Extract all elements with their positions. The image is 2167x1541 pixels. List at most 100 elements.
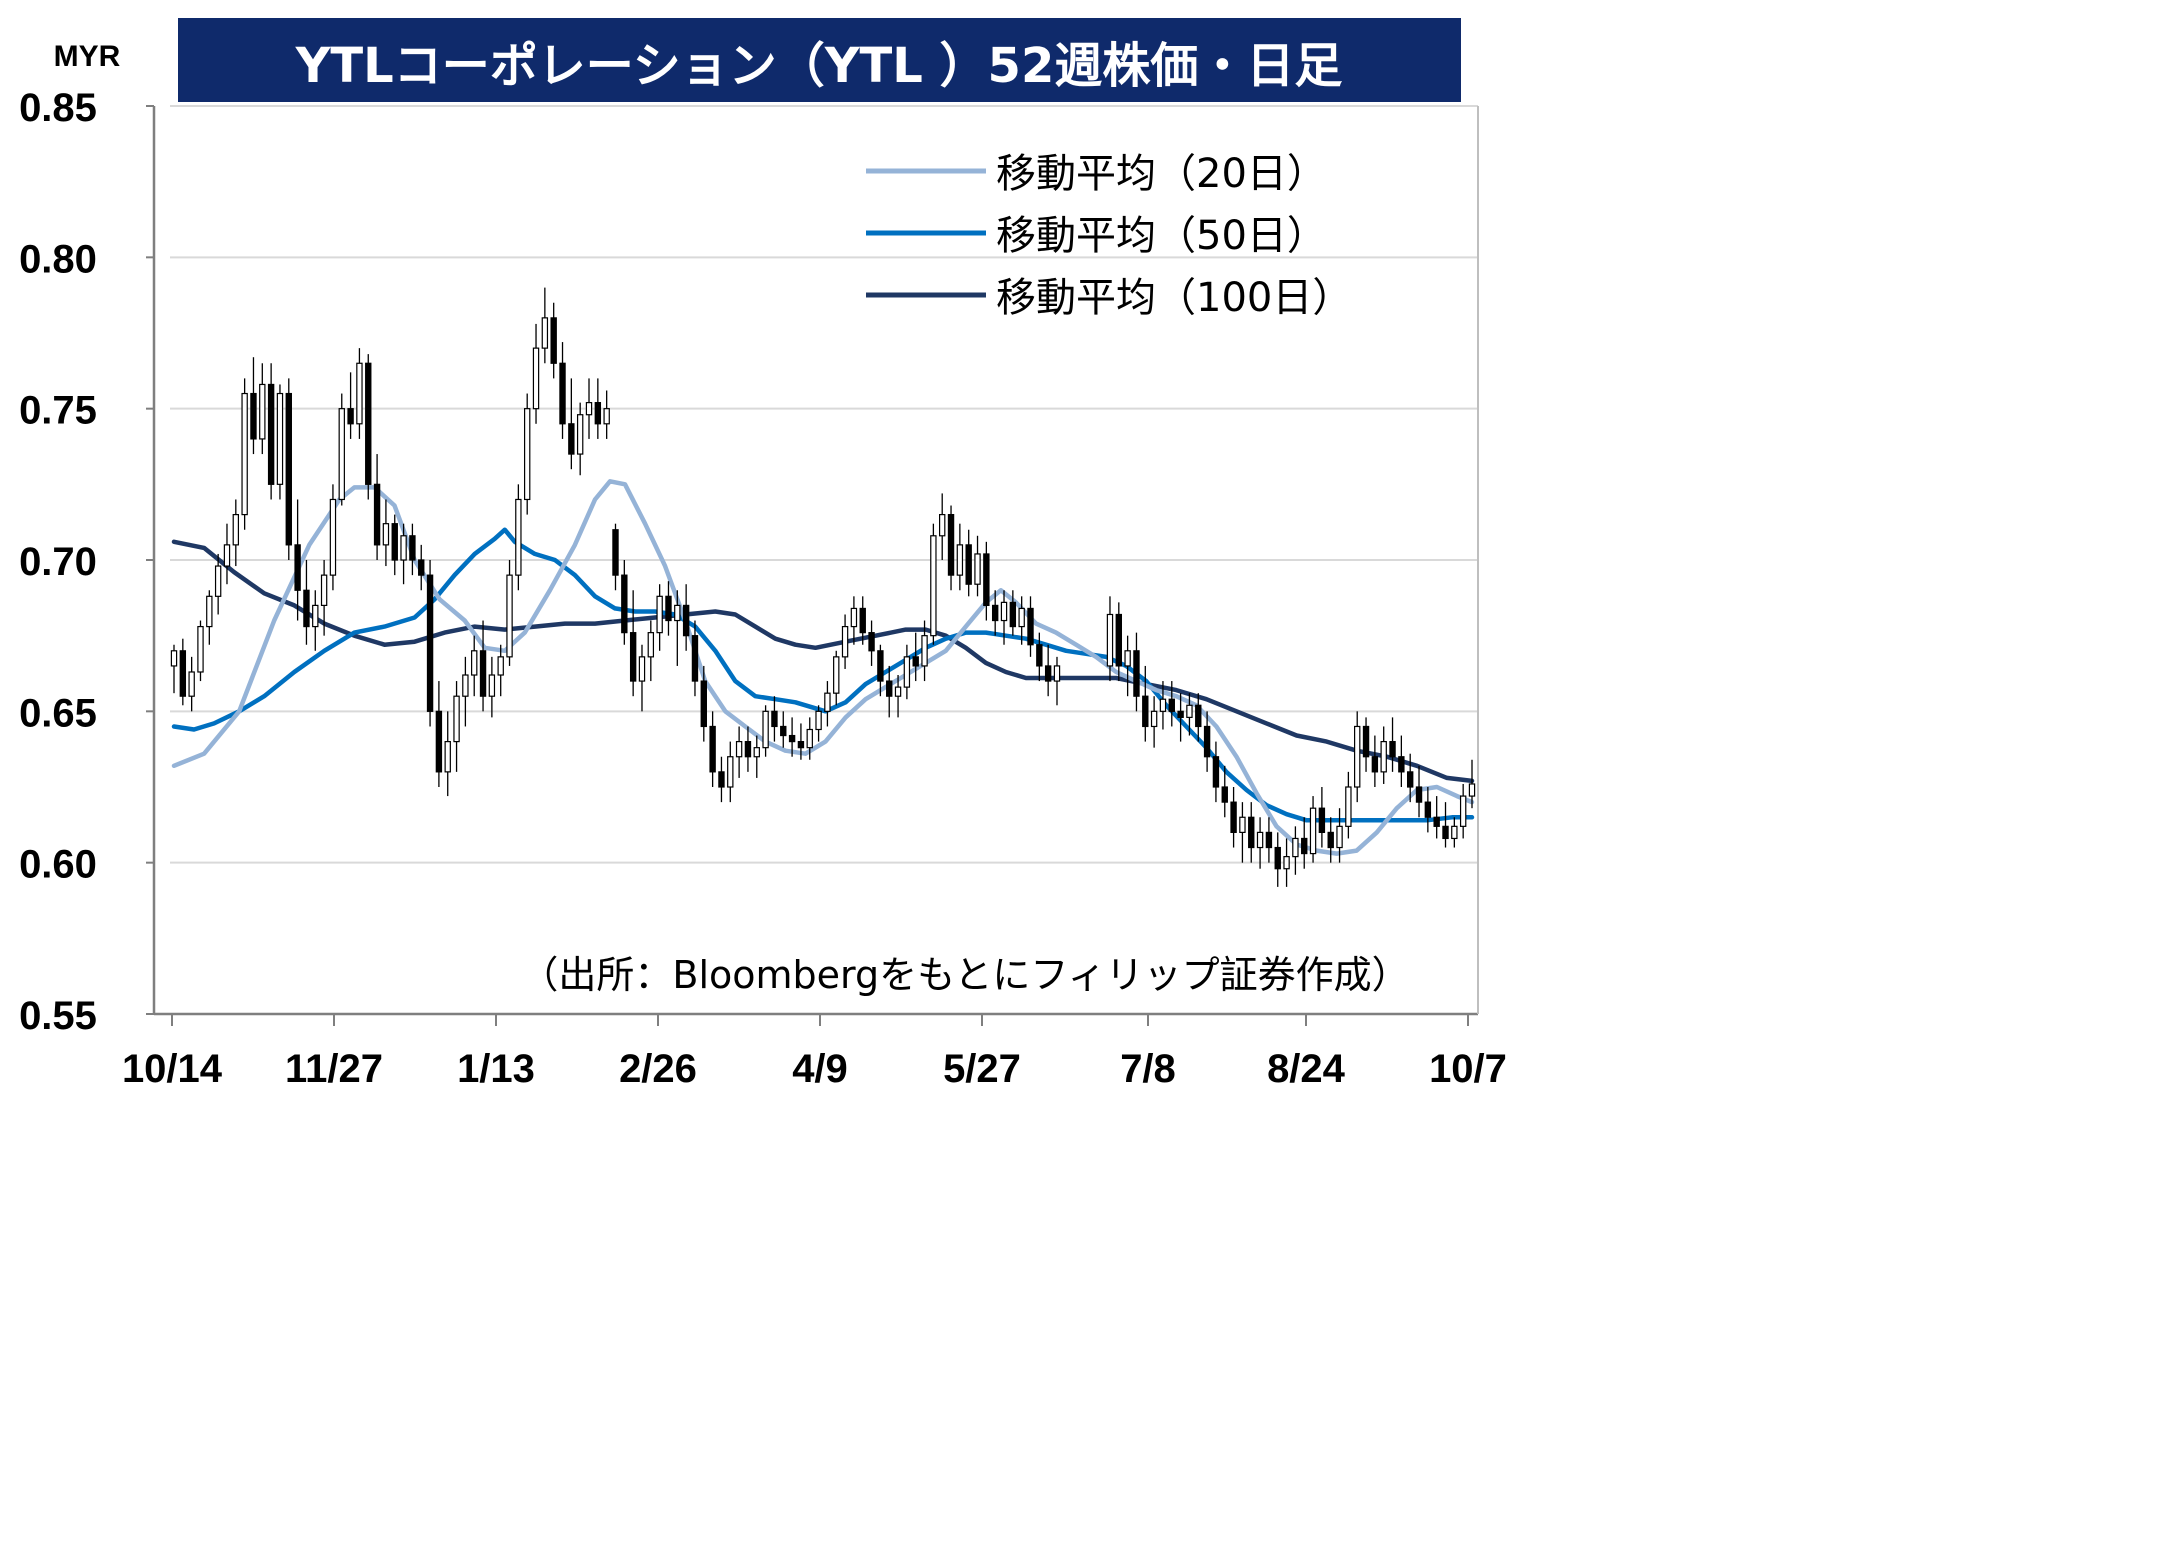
candle [1239,802,1246,863]
candle-body-down [1036,644,1043,667]
candle-body-down [1115,613,1123,667]
candle [1327,817,1334,863]
candle [603,390,610,439]
candle [170,644,178,694]
candle-body-up [1000,601,1008,622]
candle [1248,802,1255,863]
y-tick-label: 0.85 [19,86,97,130]
x-tick-label: 5/27 [943,1047,1021,1091]
x-tick-label: 1/13 [457,1047,535,1091]
candle-body-down [700,680,707,728]
ytl-candlestick-chart: YTLコーポレーション（YTL ）52週株価・日足 MYR 0.850.800.… [19,18,1507,1091]
candle-body-down [1371,756,1379,773]
candle [1371,735,1379,787]
candle [241,378,248,530]
candle-body-up [727,756,734,788]
candle-body-down [788,734,796,743]
candle [188,656,195,712]
candle [700,665,707,742]
candle-body-up [674,604,681,622]
candle-body-up [312,604,319,628]
candle-body-down [1442,825,1449,840]
candle [1318,787,1326,848]
candle-body-down [886,680,893,697]
candle-body-down [347,408,354,425]
candle-body-up [241,392,248,516]
candle [841,614,849,669]
candle-body-down [267,383,275,485]
candle [1124,635,1131,697]
candle [356,348,363,439]
candle-body-down [1301,837,1308,855]
candle-body-up [232,513,240,546]
candle [382,499,390,567]
candle [868,620,875,666]
candle-body-down [568,423,575,455]
candle-body-up [1239,816,1246,833]
candle-body-down [479,650,487,697]
x-tick-label: 8/24 [1267,1047,1346,1091]
candle [373,454,381,560]
candle [859,596,866,645]
x-axis-ticks: 10/14 11/27 1/13 2/26 4/9 5/27 7/8 8/24 10/7 [122,1014,1507,1091]
candle-body-down [594,402,602,425]
candle [780,711,787,748]
candle-body-down [1362,725,1370,758]
candle [541,287,549,364]
candle-body-up [735,740,743,758]
candle-body-up [894,686,902,697]
candle-body-up [762,710,769,749]
candle-body-up [647,632,655,658]
chart-title: YTLコーポレーション（YTL ）52週株価・日足 [295,38,1343,94]
candle-body-up [276,392,284,485]
candle [338,393,345,506]
title-banner: YTLコーポレーション（YTL ）52週株価・日足 [178,18,1461,102]
y-axis-ticks: 0.85 0.80 0.75 0.70 0.65 0.60 0.55 [19,86,154,1038]
candle-body-down [409,535,416,561]
candle [1044,644,1052,697]
candle-body-down [947,513,955,576]
x-tick-label: 7/8 [1120,1047,1176,1091]
candle [497,644,504,697]
candle-body-up [603,408,610,425]
candle-body-up [753,747,760,758]
candle [479,620,487,712]
candle-body-up [1159,698,1167,712]
candle-body-down [621,574,628,634]
candle [1159,681,1167,730]
candle [1354,711,1361,803]
candle [771,696,778,742]
candle-body-down [682,604,690,637]
candle [506,560,513,666]
candle-body-up [1468,783,1476,797]
candle-body-up [850,607,858,628]
candle [1256,817,1264,869]
candle-body-down [877,650,884,682]
candle [365,354,372,500]
candle-body-down [1195,704,1202,728]
candle-body-up [320,574,328,607]
candle-body-down [373,483,381,546]
candle [991,590,999,636]
candle [1424,787,1432,833]
candle-body-up [1345,786,1352,827]
candle-body-down [418,559,425,576]
candle-body-up [1106,613,1114,667]
candle [886,665,893,718]
candle [276,384,284,500]
candle [1133,632,1140,712]
candle-body-down [426,574,434,712]
candle-body-up [506,574,513,658]
candle [1265,817,1273,863]
candle-body-up [1380,740,1387,773]
candle-body-down [391,523,398,561]
candle-body-up [1018,607,1025,628]
candle-body-up [930,535,937,637]
candle [1221,765,1228,818]
candle [806,717,813,760]
candle [665,581,672,636]
candle-body-up [1292,837,1299,858]
candle [1195,693,1202,742]
candle [576,402,584,476]
candle [1309,796,1317,863]
